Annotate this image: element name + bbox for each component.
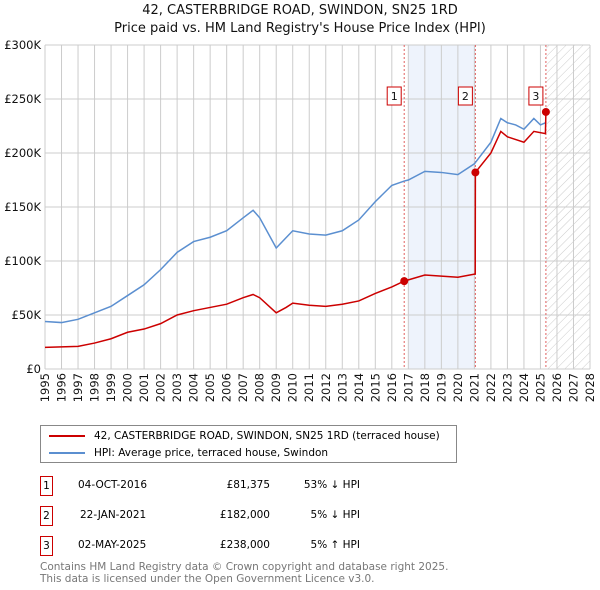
x-tick-label: 2018 xyxy=(418,373,432,402)
x-tick-label: 1997 xyxy=(71,373,85,402)
legend-item-property: 42, CASTERBRIDGE ROAD, SWINDON, SN25 1RD… xyxy=(49,430,440,442)
marker-label-box xyxy=(457,86,473,106)
footer: Contains HM Land Registry data © Crown c… xyxy=(40,561,448,585)
x-tick-label: 2026 xyxy=(550,373,564,402)
legend-swatch-red xyxy=(49,435,85,437)
x-tick-label: 2017 xyxy=(401,373,415,402)
x-tick-label: 1998 xyxy=(88,373,102,402)
sale-price: £81,375 xyxy=(226,479,270,491)
x-tick-label: 2004 xyxy=(187,373,201,402)
y-tick-label: £250K xyxy=(4,92,41,106)
x-tick-label: 2016 xyxy=(385,373,399,402)
legend-swatch-blue xyxy=(49,452,85,454)
footer-line: Contains HM Land Registry data © Crown c… xyxy=(40,561,449,573)
sale-row: 3 02-MAY-2025 £238,000 5% ↑ HPI xyxy=(40,536,440,556)
legend-label: 42, CASTERBRIDGE ROAD, SWINDON, SN25 1RD… xyxy=(94,430,440,442)
x-tick-label: 2023 xyxy=(500,373,514,402)
y-tick-label: £0 xyxy=(26,362,41,376)
chart: 1995 1996 1997 1998 1999 2000 2001 2002 2003 2004… xyxy=(4,38,597,402)
x-tick-label: 1996 xyxy=(55,373,69,402)
sale-hpi: 53% ↓ HPI xyxy=(303,479,360,491)
y-tick-label: £300K xyxy=(4,38,41,52)
x-tick-label: 2010 xyxy=(286,373,300,402)
sale-price: £238,000 xyxy=(219,539,270,551)
y-tick-label: £100K xyxy=(4,254,41,268)
x-tick-label: 2014 xyxy=(352,373,366,402)
x-tick-label: 2006 xyxy=(220,373,234,402)
sale-point xyxy=(400,277,409,286)
sale-hpi: 5% ↑ HPI xyxy=(310,539,360,551)
x-tick-label: 1999 xyxy=(104,373,118,402)
sale-number: 1 xyxy=(40,476,53,496)
marker-label: 1 xyxy=(391,90,398,103)
x-tick-label: 2022 xyxy=(484,373,498,402)
subtitle: Price paid vs. HM Land Registry's House … xyxy=(114,21,486,36)
x-tick-label: 2005 xyxy=(203,373,217,402)
x-tick-label: 2012 xyxy=(319,373,333,402)
title: 42, CASTERBRIDGE ROAD, SWINDON, SN25 1RD xyxy=(142,3,458,18)
x-tick-label: 2025 xyxy=(533,373,547,402)
sale-row: 1 04-OCT-2016 £81,375 53% ↓ HPI xyxy=(40,476,440,496)
marker-label-box xyxy=(528,86,544,106)
marker-label: 3 xyxy=(532,90,539,103)
x-tick-label: 2021 xyxy=(467,373,481,402)
x-tick-label: 2009 xyxy=(269,373,283,402)
x-tick-label: 2019 xyxy=(434,373,448,402)
sale-number: 2 xyxy=(40,506,53,526)
x-tick-label: 2013 xyxy=(335,373,349,402)
x-tick-label: 2011 xyxy=(302,373,316,402)
marker-label: 2 xyxy=(462,90,469,103)
sale-point xyxy=(541,107,550,116)
sale-date: 22-JAN-2021 xyxy=(80,509,147,521)
sale-date: 02-MAY-2025 xyxy=(78,539,147,551)
x-tick-label: 2002 xyxy=(154,373,168,402)
x-tick-label: 2003 xyxy=(170,373,184,402)
chart-title: 42, CASTERBRIDGE ROAD, SWINDON, SN25 1RD… xyxy=(0,2,600,38)
y-tick-label: £150K xyxy=(4,200,41,214)
x-tick-label: 2020 xyxy=(451,373,465,402)
sale-point xyxy=(471,168,480,177)
x-tick-label: 2008 xyxy=(253,373,267,402)
y-tick-label: £200K xyxy=(4,146,41,160)
y-tick-label: £50K xyxy=(12,308,42,322)
x-tick-label: 2001 xyxy=(137,373,151,402)
x-tick-label: 2028 xyxy=(583,373,597,402)
hpi-line xyxy=(44,117,546,324)
x-tick-label: 2024 xyxy=(517,373,531,402)
legend-item-hpi: HPI: Average price, terraced house, Swin… xyxy=(49,447,328,459)
legend: 42, CASTERBRIDGE ROAD, SWINDON, SN25 1RD… xyxy=(40,425,457,463)
x-tick-label: 2015 xyxy=(368,373,382,402)
x-tick-label: 2000 xyxy=(121,373,135,402)
sale-row: 2 22-JAN-2021 £182,000 5% ↓ HPI xyxy=(40,506,440,526)
sale-number: 3 xyxy=(40,536,53,556)
sale-date: 04-OCT-2016 xyxy=(78,479,147,491)
sale-hpi: 5% ↓ HPI xyxy=(310,509,360,521)
marker-label-box xyxy=(386,86,402,106)
price-line xyxy=(44,111,547,349)
legend-label: HPI: Average price, terraced house, Swin… xyxy=(94,447,329,459)
footer-line: This data is licensed under the Open Gov… xyxy=(40,573,375,585)
x-tick-label: 2007 xyxy=(236,373,250,402)
sale-price: £182,000 xyxy=(219,509,270,521)
x-tick-label: 2027 xyxy=(566,373,580,402)
x-tick-label: 1995 xyxy=(38,373,52,402)
